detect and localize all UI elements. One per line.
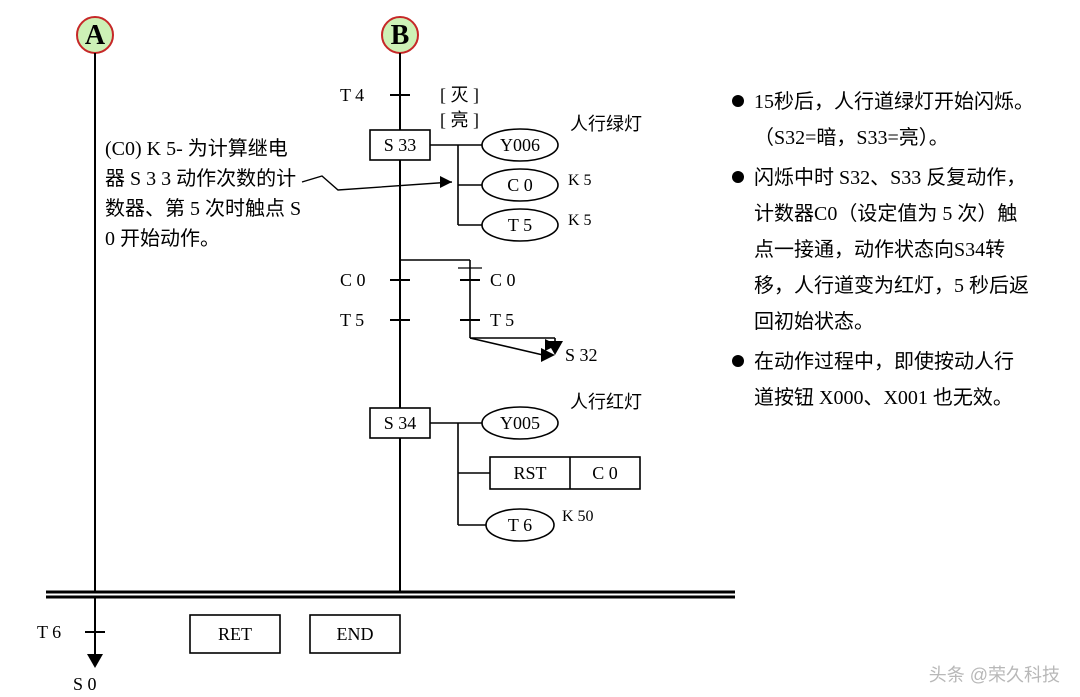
svg-text:C 0: C 0 [490, 270, 516, 290]
svg-text:T 6: T 6 [37, 622, 61, 642]
svg-text:T 6: T 6 [508, 515, 532, 535]
svg-text:S 34: S 34 [384, 413, 417, 433]
svg-text:Y005: Y005 [500, 413, 540, 433]
svg-text:A: A [85, 20, 106, 51]
svg-text:B: B [391, 20, 410, 51]
svg-text:[ 亮 ]: [ 亮 ] [440, 110, 479, 130]
svg-text:C 0: C 0 [507, 175, 533, 195]
svg-text:END: END [337, 624, 374, 644]
svg-text:人行红灯: 人行红灯 [570, 392, 642, 412]
svg-text:T 5: T 5 [340, 310, 364, 330]
svg-text:0 开始动作。: 0 开始动作。 [105, 227, 220, 250]
svg-text:计数器C0（设定值为 5 次）触: 计数器C0（设定值为 5 次）触 [754, 202, 1017, 225]
svg-text:T 4: T 4 [340, 85, 364, 105]
svg-text:S 33: S 33 [384, 135, 417, 155]
svg-text:[ 灭 ]: [ 灭 ] [440, 85, 479, 105]
svg-text:闪烁中时 S32、S33 反复动作，: 闪烁中时 S32、S33 反复动作， [754, 166, 1026, 189]
svg-text:(C0) K 5- 为计算继电: (C0) K 5- 为计算继电 [105, 137, 288, 160]
svg-text:移，人行道变为红灯，5 秒后返: 移，人行道变为红灯，5 秒后返 [754, 274, 1029, 297]
svg-text:K 5: K 5 [568, 172, 592, 189]
svg-text:K 50: K 50 [562, 508, 594, 525]
svg-text:S 0: S 0 [73, 674, 97, 694]
svg-text:在动作过程中，即使按动人行: 在动作过程中，即使按动人行 [754, 350, 1014, 373]
svg-text:RST: RST [513, 463, 546, 483]
svg-text:C 0: C 0 [592, 463, 618, 483]
svg-text:回初始状态。: 回初始状态。 [754, 310, 874, 333]
svg-text:人行绿灯: 人行绿灯 [570, 114, 642, 134]
svg-text:15秒后，人行道绿灯开始闪烁。: 15秒后，人行道绿灯开始闪烁。 [754, 90, 1034, 113]
svg-text:（S32=暗，S33=亮）。: （S32=暗，S33=亮）。 [754, 126, 949, 149]
svg-text:道按钮 X000、X001 也无效。: 道按钮 X000、X001 也无效。 [754, 386, 1013, 409]
svg-text:数器、第 5 次时触点 S: 数器、第 5 次时触点 S [105, 197, 301, 220]
svg-text:T 5: T 5 [508, 215, 532, 235]
svg-text:K 5: K 5 [568, 212, 592, 229]
svg-text:T 5: T 5 [490, 310, 514, 330]
svg-text:Y006: Y006 [500, 135, 540, 155]
svg-text:RET: RET [218, 624, 252, 644]
watermark-text: 头条 @荣久科技 [929, 661, 1060, 687]
svg-text:点一接通，动作状态向S34转: 点一接通，动作状态向S34转 [754, 238, 1005, 261]
svg-text:S 32: S 32 [565, 345, 598, 365]
svg-text:器 S 3 3 动作次数的计: 器 S 3 3 动作次数的计 [105, 167, 296, 190]
svg-text:C 0: C 0 [340, 270, 366, 290]
